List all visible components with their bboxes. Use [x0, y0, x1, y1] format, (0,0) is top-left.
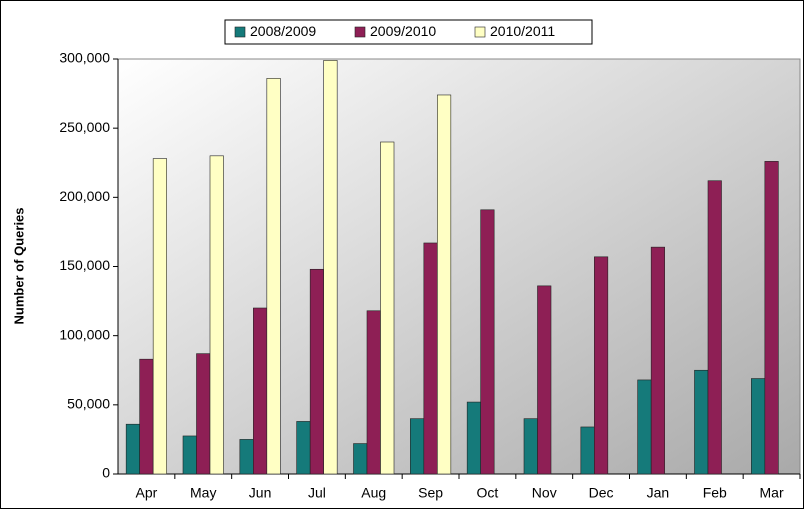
- bar: [152, 158, 167, 475]
- bar: [707, 180, 722, 475]
- legend-swatch: [234, 26, 246, 38]
- x-tick-label: Jan: [647, 485, 670, 501]
- bar: [437, 94, 452, 475]
- bar: [309, 268, 324, 475]
- bar: [253, 307, 268, 475]
- plot-area: [117, 58, 801, 475]
- bar: [580, 426, 595, 475]
- y-tick-label: 100,000: [59, 326, 110, 342]
- bar: [637, 379, 652, 475]
- x-tick-label: Mar: [760, 485, 784, 501]
- x-tick-label: Nov: [532, 485, 557, 501]
- bar: [366, 310, 381, 475]
- y-tick-label: 150,000: [59, 257, 110, 273]
- y-tick-label: 200,000: [59, 188, 110, 204]
- x-tick-label: Apr: [136, 485, 158, 501]
- bar: [125, 423, 140, 475]
- y-tick-label: 300,000: [59, 50, 110, 66]
- bar: [380, 141, 395, 475]
- x-tick-label: Oct: [477, 485, 499, 501]
- legend-box: [224, 19, 593, 45]
- y-tick-label: 0: [102, 465, 110, 481]
- y-tick-label: 250,000: [59, 119, 110, 135]
- x-tick-label: Sep: [418, 485, 443, 501]
- legend-label: 2010/2011: [490, 23, 555, 39]
- bar: [266, 78, 281, 475]
- legend-label: 2009/2010: [370, 23, 436, 39]
- legend-swatch: [474, 26, 486, 38]
- bar: [694, 369, 709, 475]
- y-tick-label: 50,000: [67, 396, 110, 412]
- bar: [537, 285, 552, 475]
- bar: [751, 378, 766, 475]
- bar: [480, 209, 495, 475]
- bar: [594, 256, 609, 475]
- bar: [353, 443, 368, 475]
- bar: [323, 60, 338, 475]
- x-tick-label: Dec: [589, 485, 614, 501]
- bar: [182, 435, 197, 475]
- x-tick-label: Jul: [308, 485, 326, 501]
- legend-label: 2008/2009: [250, 23, 316, 39]
- bar: [523, 418, 538, 475]
- x-tick-label: May: [190, 485, 216, 501]
- bar: [764, 161, 779, 475]
- y-axis-label: Number of Queries: [11, 207, 26, 324]
- bar: [209, 155, 224, 475]
- x-tick-label: Aug: [361, 485, 386, 501]
- bar: [466, 401, 481, 475]
- bar: [650, 246, 665, 475]
- x-tick-label: Feb: [703, 485, 727, 501]
- x-tick-label: Jun: [249, 485, 272, 501]
- bar: [196, 353, 211, 475]
- bar: [296, 421, 311, 475]
- bar: [410, 418, 425, 475]
- bar: [239, 439, 254, 475]
- legend-swatch: [354, 26, 366, 38]
- bar: [423, 242, 438, 475]
- bar: [139, 358, 154, 475]
